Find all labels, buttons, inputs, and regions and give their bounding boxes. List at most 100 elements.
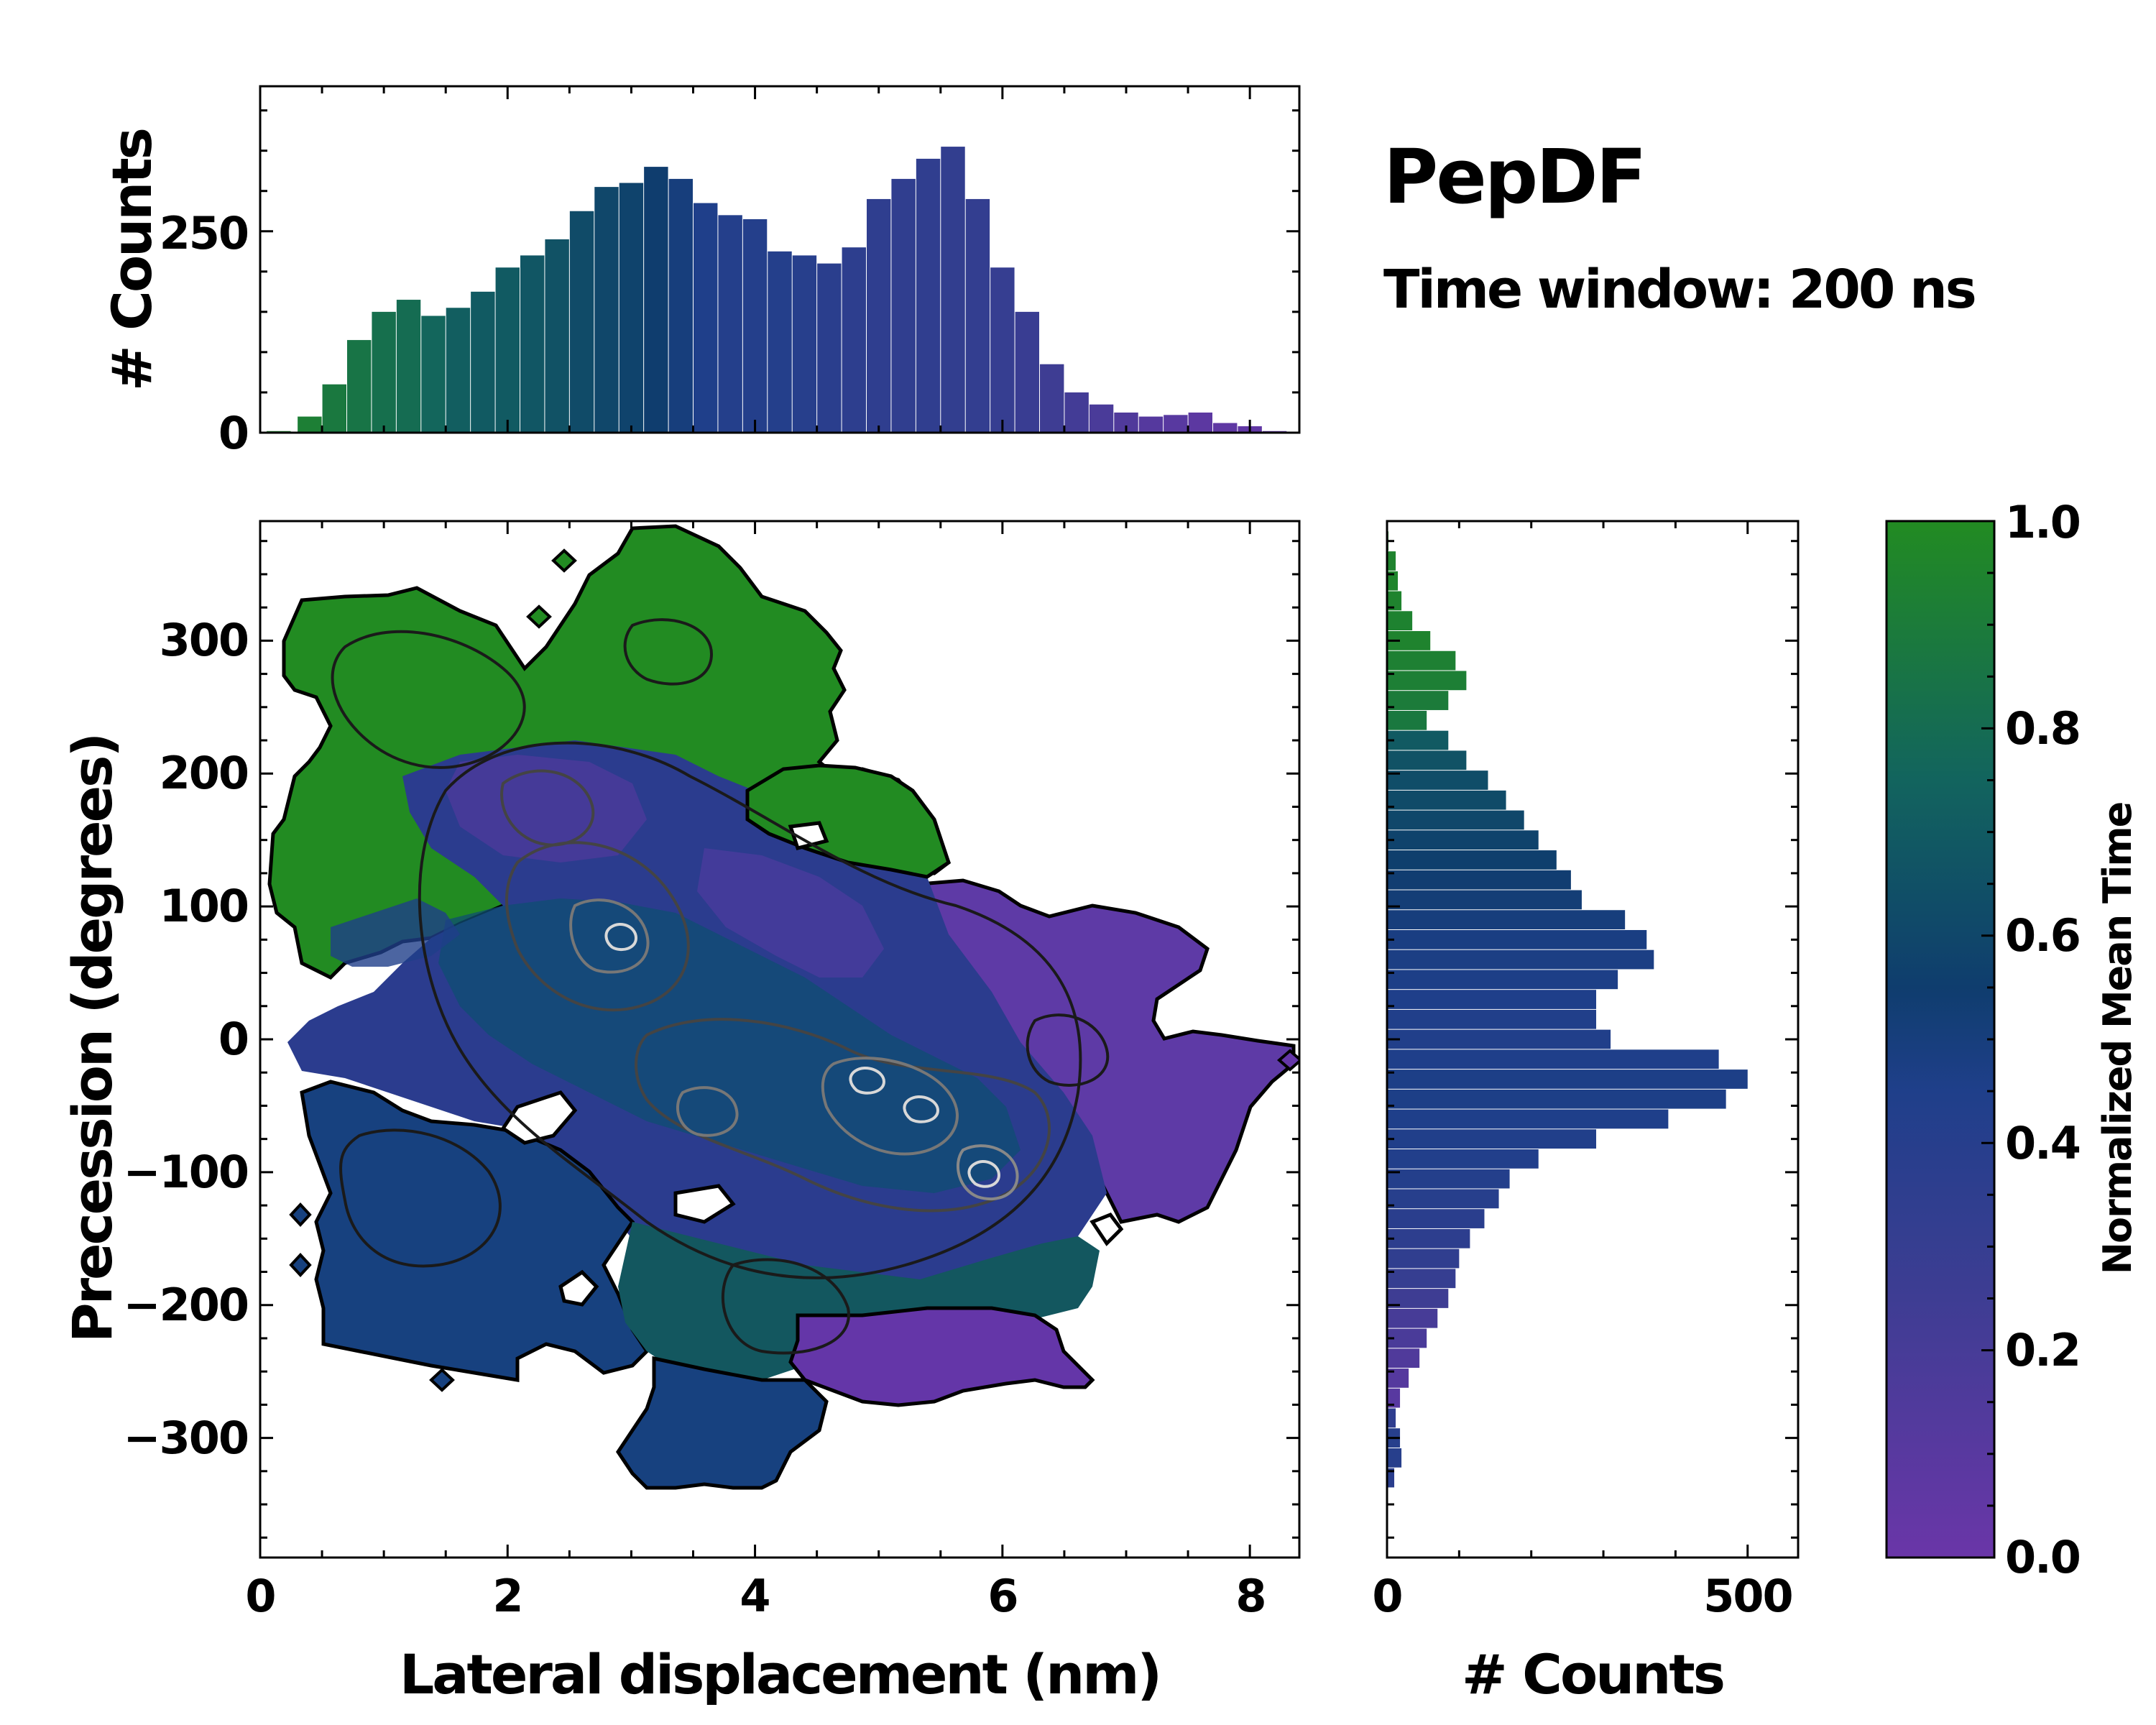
top-bar — [1040, 364, 1064, 433]
right-bar — [1387, 1448, 1402, 1468]
ytick-label-100: 100 — [160, 880, 248, 932]
right-bar — [1387, 949, 1654, 970]
region-purple-center-b — [697, 848, 884, 978]
right-bar — [1387, 1189, 1499, 1209]
contour-outer-5 — [722, 1258, 850, 1355]
right-bar — [1387, 571, 1399, 591]
top-bar — [1064, 392, 1089, 433]
contour-outer-6 — [1026, 1013, 1110, 1087]
island-d — [289, 1253, 312, 1277]
main-xlabel: Lateral displacement (nm) — [400, 1642, 1160, 1706]
right-marginal-plot: 0 500 # Counts — [1372, 520, 1800, 1706]
top-bar — [694, 203, 718, 433]
right-bar — [1387, 830, 1539, 850]
right-bar — [1387, 611, 1413, 631]
top-bar — [495, 267, 520, 433]
contour-peak-2 — [849, 1067, 886, 1095]
right-bar — [1387, 1149, 1539, 1169]
right-bar — [1387, 1308, 1438, 1328]
contour-inner-2 — [821, 1057, 959, 1156]
region-bottom-tail — [615, 1356, 829, 1490]
colorbar-ticks — [1981, 520, 1994, 1559]
top-bar — [545, 239, 569, 433]
top-ytick-label-0: 0 — [218, 407, 248, 459]
island-c — [289, 1202, 312, 1227]
top-bar — [891, 178, 916, 433]
contour-inner-1 — [569, 898, 650, 974]
density-contours — [331, 618, 1110, 1355]
top-bar — [1015, 311, 1039, 433]
colorbar-tick-0-6: 0.6 — [2005, 909, 2080, 962]
contour-outer-1 — [418, 741, 1082, 1279]
contour-inner-4 — [956, 1144, 1019, 1201]
contour-peak-4 — [967, 1160, 1001, 1188]
colorbar-tick-0-2: 0.2 — [2005, 1324, 2080, 1376]
island-a — [551, 548, 577, 573]
right-bar — [1387, 870, 1571, 890]
top-bar — [1138, 416, 1164, 433]
ytick-label-0: 0 — [218, 1013, 248, 1065]
top-bar — [421, 316, 446, 433]
top-bar — [644, 167, 668, 433]
right-bar — [1387, 1348, 1420, 1368]
right-bar — [1387, 730, 1449, 750]
top-bar — [471, 291, 495, 433]
top-bar — [594, 187, 619, 433]
top-bar — [842, 247, 866, 433]
top-bar — [619, 183, 644, 433]
top-bar — [742, 218, 768, 433]
right-bar — [1387, 1269, 1456, 1289]
region-blue-upperleft — [331, 898, 460, 967]
right-bar — [1387, 1209, 1485, 1228]
top-bar — [322, 384, 346, 433]
top-bar — [298, 416, 322, 433]
top-marginal-plot: 250 0 # Counts — [100, 85, 1301, 459]
top-bar — [768, 251, 792, 433]
xtick-label-2: 2 — [492, 1570, 522, 1622]
top-bar — [1213, 423, 1238, 433]
xtick-label-6: 6 — [987, 1570, 1017, 1622]
top-bar — [867, 198, 891, 433]
ytick-label-300: 300 — [160, 614, 248, 666]
right-bar — [1387, 1070, 1748, 1089]
region-lower-center — [618, 1222, 1100, 1380]
contour-outer-4 — [623, 618, 714, 686]
right-marginal-ticks — [1386, 521, 1798, 1558]
right-xlabel: # Counts — [1462, 1642, 1723, 1706]
right-bar — [1387, 1049, 1719, 1070]
right-bar — [1387, 671, 1467, 691]
right-bar — [1387, 1228, 1470, 1248]
right-bar — [1387, 691, 1449, 710]
ytick-label-200: 200 — [160, 747, 248, 799]
right-marginal-bars — [1387, 531, 1748, 1488]
top-bar — [1164, 415, 1188, 433]
main-ylabel: Precession (degrees) — [60, 735, 124, 1343]
colorbar-tick-1-0: 1.0 — [2005, 496, 2080, 548]
right-bar — [1387, 770, 1488, 790]
top-bar — [718, 215, 742, 433]
xtick-label-0: 0 — [245, 1570, 275, 1622]
colorbar-gradient — [1885, 520, 1996, 1559]
figure-subtitle: Time window: 200 ns — [1383, 259, 1975, 321]
right-bar — [1387, 551, 1396, 571]
region-green-patch — [745, 763, 951, 879]
right-bar — [1387, 910, 1626, 929]
ytick-label-m300: −300 — [124, 1412, 248, 1464]
right-bar — [1387, 810, 1524, 830]
colorbar-tick-0-0: 0.0 — [2005, 1531, 2080, 1583]
region-hole-a — [500, 1090, 578, 1145]
top-marginal-frame — [259, 85, 1301, 434]
island-f — [1276, 1049, 1299, 1072]
right-bar — [1387, 1029, 1611, 1049]
island-e — [429, 1368, 455, 1392]
region-hole-d — [1089, 1212, 1124, 1246]
main-ticks — [259, 521, 1299, 1558]
right-bar — [1387, 710, 1427, 730]
xtick-label-8: 8 — [1235, 1570, 1265, 1622]
right-bar — [1387, 790, 1506, 810]
top-bar — [1089, 404, 1114, 433]
top-bar — [372, 311, 396, 433]
top-bar — [792, 255, 817, 433]
right-bar — [1387, 1109, 1669, 1129]
